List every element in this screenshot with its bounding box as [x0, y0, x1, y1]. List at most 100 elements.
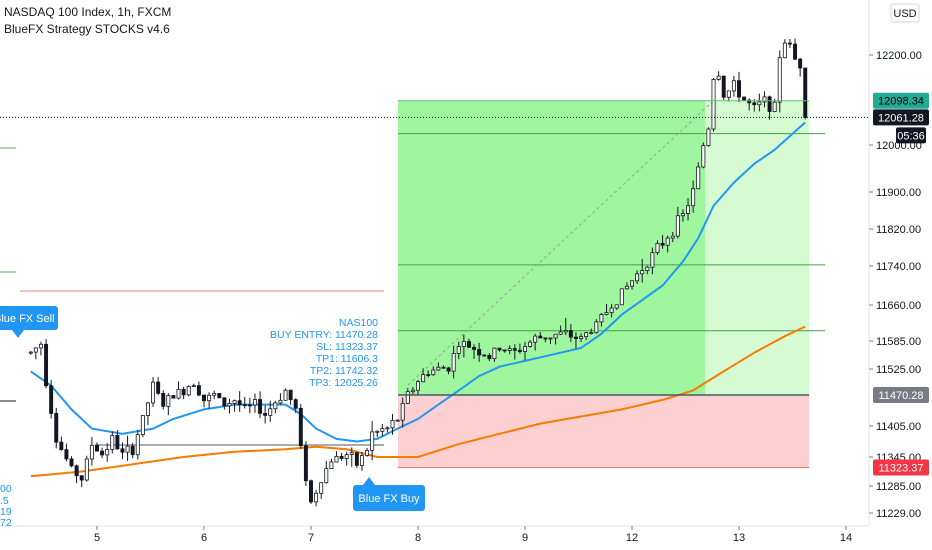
time-tick-label: 8 — [415, 532, 421, 544]
candle — [359, 451, 364, 471]
candle — [344, 451, 349, 466]
price-tick-label: 11525.00 — [876, 364, 921, 376]
candle — [609, 303, 614, 318]
candle-body — [278, 399, 283, 404]
candle-body — [782, 42, 787, 59]
price-tick-label: 11820.00 — [876, 224, 921, 236]
candle-body — [630, 280, 634, 287]
candle-body — [288, 389, 293, 401]
candle-body — [410, 389, 415, 393]
candle — [599, 312, 604, 327]
position-zones — [398, 100, 826, 468]
candle-body — [319, 482, 324, 494]
candle — [171, 395, 176, 399]
candle-body — [787, 42, 792, 45]
candle — [726, 90, 731, 102]
candlesticks — [28, 38, 808, 507]
candle-body — [293, 399, 298, 409]
buy-signal-box — [353, 485, 425, 511]
candle-body — [635, 273, 640, 282]
candle-body — [579, 336, 584, 339]
candle-body — [426, 374, 431, 377]
candle-body — [222, 397, 227, 407]
time-tick-label: 9 — [522, 532, 528, 544]
candle — [558, 325, 563, 335]
candle-body — [303, 445, 308, 482]
candle-body — [232, 400, 237, 404]
candle — [767, 95, 772, 120]
candle — [84, 455, 89, 482]
candle-body — [405, 391, 410, 404]
candle — [711, 78, 716, 132]
time-tick-label: 12 — [626, 532, 638, 544]
candle-body — [507, 348, 512, 351]
candle-body — [466, 341, 471, 348]
candle — [680, 209, 685, 222]
left-clipped-values: 00 .5 19 72 — [0, 483, 12, 529]
candle — [212, 390, 217, 400]
candle-body — [166, 395, 171, 407]
candle-body — [747, 99, 752, 104]
candle — [349, 447, 354, 467]
indicator-title: BlueFX Strategy STOCKS v4.6 — [4, 22, 170, 36]
candle — [242, 397, 247, 409]
candle-body — [737, 80, 741, 98]
candle — [793, 38, 798, 60]
candle-body — [273, 402, 278, 410]
candle-body — [721, 75, 726, 98]
trade-info-entry: BUY ENTRY: 11470.28 — [270, 329, 378, 341]
price-axis[interactable] — [869, 0, 932, 526]
candle — [737, 71, 741, 103]
candle — [217, 393, 222, 399]
candle — [589, 328, 594, 335]
candle — [110, 431, 115, 454]
candle-body — [100, 450, 105, 456]
candle-body — [441, 366, 446, 369]
candle — [232, 399, 237, 412]
candle-body — [675, 215, 680, 237]
trade-info: NAS100 BUY ENTRY: 11470.28 SL: 11323.37 … — [270, 317, 378, 389]
price-badges: 12098.34 12061.28 05:36 11470.28 11323.37 — [873, 92, 929, 476]
candle-body — [28, 351, 33, 354]
candle — [309, 479, 313, 504]
candle — [151, 377, 156, 407]
candle-body — [487, 355, 492, 360]
price-tick-label: 11660.00 — [876, 300, 921, 312]
candle-body — [772, 101, 777, 112]
candle-body — [584, 332, 589, 338]
time-axis[interactable] — [0, 526, 932, 550]
time-tick-label: 5 — [94, 532, 100, 544]
candle-body — [614, 304, 619, 309]
candle-body — [731, 80, 736, 92]
price-lines — [0, 100, 869, 468]
candle-body — [380, 428, 385, 432]
candle-body — [793, 43, 798, 60]
candle — [288, 389, 293, 405]
price-badge-box — [896, 127, 926, 144]
candle — [472, 344, 477, 359]
buy-signal-label: Blue FX Buy — [358, 493, 420, 505]
currency-button[interactable] — [890, 3, 920, 23]
candle — [696, 162, 701, 190]
candle-body — [472, 346, 477, 350]
candle — [563, 317, 568, 336]
candle — [258, 391, 263, 419]
candle — [446, 367, 451, 375]
price-tick-label: 11405.00 — [876, 421, 921, 433]
candle-body — [523, 346, 527, 352]
candle — [375, 430, 380, 438]
buy-signal-arrow — [363, 477, 375, 485]
candle — [125, 435, 130, 461]
candle-body — [767, 96, 772, 112]
candle — [298, 404, 303, 449]
candle — [461, 334, 466, 358]
candle-body — [691, 188, 696, 207]
candle — [268, 400, 273, 422]
candle-body — [742, 96, 747, 101]
candle-body — [665, 237, 670, 246]
trade-info-symbol: NAS100 — [339, 317, 378, 329]
price-tick-label: 12200.00 — [876, 50, 922, 62]
candle-body — [686, 205, 691, 214]
candle — [59, 436, 64, 451]
